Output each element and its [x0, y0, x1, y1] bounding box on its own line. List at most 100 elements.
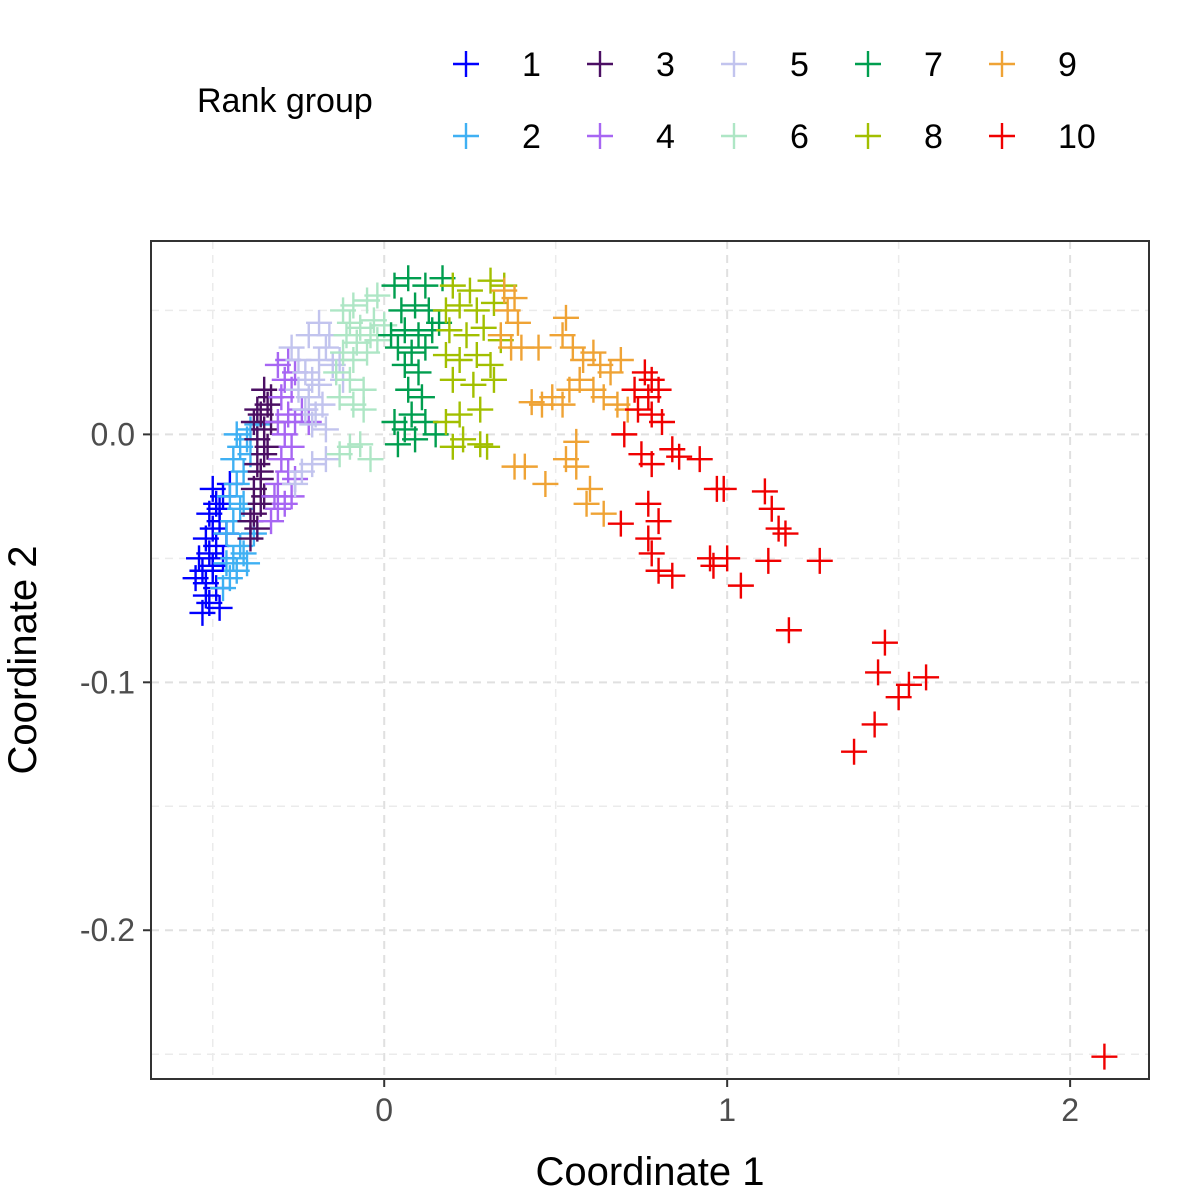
y-tick-label: -0.1	[80, 664, 135, 700]
data-point	[227, 532, 254, 559]
data-point	[340, 391, 367, 418]
data-point	[412, 272, 439, 299]
data-points	[182, 265, 1118, 1070]
data-point	[576, 475, 603, 502]
data-point	[192, 525, 219, 552]
data-point	[336, 433, 363, 460]
legend-key	[721, 123, 747, 149]
data-point	[398, 401, 425, 428]
data-point	[659, 436, 686, 463]
y-axis-title: Coordinate 2	[1, 545, 45, 774]
data-point	[384, 334, 411, 361]
x-axis-ticks: 0 1 2	[375, 1079, 1079, 1128]
data-point	[751, 478, 778, 505]
legend-key	[587, 51, 613, 77]
legend-item-9: 9	[989, 46, 1077, 84]
data-point	[340, 347, 367, 374]
data-point	[480, 289, 507, 316]
data-point	[295, 408, 322, 435]
data-point	[402, 426, 429, 453]
data-point	[271, 421, 298, 448]
data-point	[285, 376, 312, 403]
data-point	[422, 421, 449, 448]
data-point	[580, 339, 607, 366]
data-point	[501, 453, 528, 480]
x-tick-label: 2	[1061, 1092, 1079, 1128]
data-point	[504, 309, 531, 336]
data-point	[326, 384, 353, 411]
data-point	[532, 470, 559, 497]
grid-minor	[151, 241, 1149, 1079]
data-point	[480, 366, 507, 393]
data-point	[371, 312, 398, 339]
data-point	[333, 322, 360, 349]
data-point	[477, 351, 504, 378]
legend: Rank group 1 2 3 4 5 6 7 8 9 10	[197, 46, 1096, 156]
data-point	[196, 540, 223, 567]
data-point	[244, 426, 271, 453]
data-point	[463, 297, 490, 324]
data-point	[254, 433, 281, 460]
y-tick-label: 0.0	[91, 416, 135, 452]
legend-items: 1 2 3 4 5 6 7 8 9 10	[453, 46, 1096, 156]
legend-label: 8	[924, 118, 943, 156]
series-group-9	[487, 277, 641, 527]
series-group-6	[323, 282, 398, 473]
data-point	[264, 495, 291, 522]
data-point	[477, 267, 504, 294]
legend-item-2: 2	[453, 118, 541, 156]
data-point	[247, 458, 274, 485]
data-point	[244, 451, 271, 478]
data-point	[412, 334, 439, 361]
data-point	[278, 334, 305, 361]
data-point	[487, 322, 514, 349]
data-point	[258, 508, 285, 535]
data-point	[450, 426, 477, 453]
data-point	[240, 475, 267, 502]
legend-item-3: 3	[587, 46, 675, 84]
data-point	[282, 470, 309, 497]
data-point	[518, 389, 545, 416]
data-point	[343, 329, 370, 356]
legend-label: 6	[790, 118, 809, 156]
data-point	[398, 339, 425, 366]
data-point	[264, 351, 291, 378]
data-point	[213, 520, 240, 547]
data-point	[491, 277, 518, 304]
data-point	[312, 416, 339, 443]
data-point	[635, 525, 662, 552]
data-point	[865, 659, 892, 686]
y-axis-ticks: 0.0 -0.1 -0.2	[80, 416, 151, 948]
data-point	[306, 371, 333, 398]
legend-item-1: 1	[453, 46, 541, 84]
data-point	[402, 292, 429, 319]
legend-item-5: 5	[721, 46, 809, 84]
data-point	[470, 314, 497, 341]
data-point	[552, 304, 579, 331]
data-point	[494, 297, 521, 324]
data-point	[408, 384, 435, 411]
data-point	[306, 309, 333, 336]
data-point	[525, 334, 552, 361]
data-point	[299, 451, 326, 478]
plot-panel-border	[150, 240, 1150, 1080]
data-point	[247, 401, 274, 428]
data-point	[360, 307, 387, 334]
data-point	[563, 453, 590, 480]
data-point	[213, 550, 240, 577]
series-group-2	[210, 411, 271, 602]
legend-key	[989, 51, 1015, 77]
legend-label: 2	[522, 118, 541, 156]
data-point	[340, 292, 367, 319]
data-point	[453, 322, 480, 349]
data-point	[199, 515, 226, 542]
data-point	[364, 282, 391, 309]
data-point	[563, 428, 590, 455]
data-point	[405, 359, 432, 386]
data-point	[621, 376, 648, 403]
data-point	[1091, 1043, 1118, 1070]
data-point	[299, 411, 326, 438]
data-point	[323, 359, 350, 386]
data-point	[210, 575, 237, 602]
